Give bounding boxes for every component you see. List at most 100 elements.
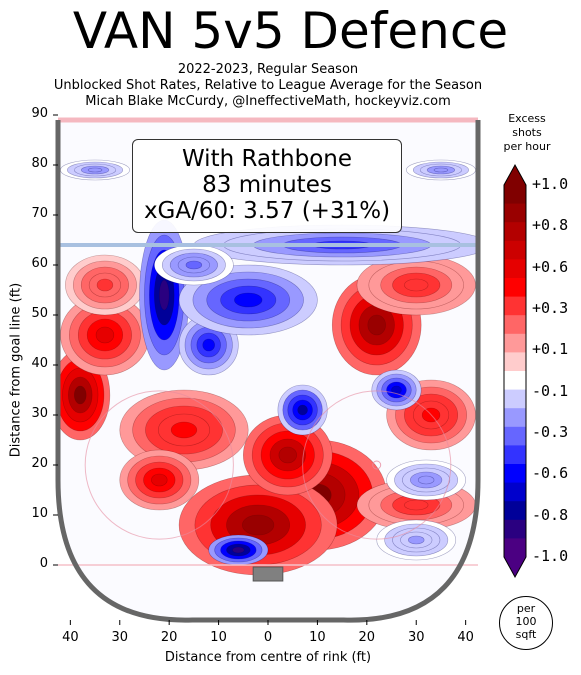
legend-title-line: per hour [503, 140, 551, 153]
y-tick-label: 30 [31, 406, 48, 421]
heat-contour [170, 421, 198, 439]
legend-tick-label: -0.6 [532, 464, 569, 483]
x-tick-label: 30 [407, 630, 425, 645]
heat-contour [367, 314, 386, 336]
x-tick-label: 30 [111, 630, 129, 645]
legend-title-line: shots [512, 126, 542, 139]
legend-title: Excess shots per hour [502, 112, 552, 154]
heat-blob [65, 254, 145, 316]
heat-contour [391, 385, 402, 395]
heat-blob [356, 254, 476, 316]
colorbar-swatch [504, 315, 526, 335]
unit-line: sqft [515, 628, 537, 641]
colorbar-swatch [504, 185, 526, 205]
y-tick-label: 80 [31, 156, 48, 171]
x-tick-label: 20 [160, 630, 178, 645]
heat-contour [202, 338, 215, 352]
y-tick-label: 60 [31, 256, 48, 271]
x-tick-label: 40 [457, 630, 474, 645]
legend-tick-label: -0.3 [532, 423, 569, 441]
heat-layer [58, 159, 478, 576]
colorbar-outline [503, 163, 527, 579]
heat-contour [404, 499, 429, 511]
heat-contour [74, 385, 87, 405]
colorbar-swatch [504, 426, 526, 446]
legend-tick-label: +0.8 [532, 216, 569, 235]
colorbar-swatch [504, 222, 526, 242]
heat-blob [277, 384, 328, 436]
colorbar-swatch [504, 482, 526, 502]
annotation-player: With Rathbone [181, 146, 353, 172]
heat-blob [119, 449, 200, 511]
heat-blob [376, 519, 457, 561]
player-annotation: With Rathbone 83 minutes xGA/60: 3.57 (+… [132, 139, 402, 233]
x-tick-label: 20 [358, 630, 376, 645]
heat-blob [242, 414, 333, 496]
heat-contour [185, 260, 203, 270]
unit-line: per [516, 602, 536, 615]
colorbar-swatch [504, 259, 526, 279]
annotation-minutes: 83 minutes [202, 172, 332, 198]
faceoff-circle [84, 390, 234, 540]
heat-blob [331, 274, 422, 376]
colorbar-swatch [504, 538, 526, 558]
annotation-xga: xGA/60: 3.57 (+31%) [143, 198, 391, 224]
colorbar-swatch [504, 296, 526, 316]
subtitle-season: 2022-2023, Regular Season [177, 62, 359, 77]
legend-tick-label: +0.3 [532, 299, 569, 317]
y-tick-label: 40 [31, 356, 48, 371]
heat-blob [386, 459, 466, 501]
heat-blob [154, 244, 234, 286]
goal-net [252, 566, 284, 582]
heat-blob [406, 159, 476, 181]
legend-title-line: Excess [508, 112, 546, 125]
unit-badge: per 100 sqft [499, 596, 553, 650]
y-tick-label: 20 [31, 456, 48, 471]
x-tick-label: 40 [62, 630, 79, 645]
heat-blob [60, 159, 130, 181]
y-tick-label: 70 [31, 206, 48, 221]
faceoff-circle [302, 390, 452, 540]
heat-contour [151, 473, 168, 487]
chart-title: VAN 5v5 Defence [72, 2, 509, 60]
heat-contour [95, 326, 115, 344]
heat-contour [297, 404, 308, 416]
y-tick-label: 90 [31, 106, 48, 121]
faceoff-dot [372, 460, 382, 470]
colorbar-max-arrow [504, 165, 526, 185]
colorbar [503, 163, 527, 579]
colorbar-swatch [504, 240, 526, 260]
colorbar-swatch [504, 464, 526, 484]
axes [53, 114, 467, 625]
colorbar-swatch [504, 501, 526, 521]
heat-contour [404, 278, 429, 292]
heat-contour [158, 279, 170, 311]
colorbar-swatch [504, 408, 526, 428]
x-tick-label: 10 [210, 630, 227, 645]
legend-tick-label: -1.0 [532, 547, 569, 565]
legend-tick-label: +1.0 [532, 175, 569, 193]
legend-tick-label: -0.8 [532, 505, 569, 524]
heat-contour [417, 475, 435, 485]
y-tick-label: 50 [31, 306, 48, 321]
heat-contour [96, 278, 114, 292]
heat-blob [208, 534, 269, 566]
heat-blob [119, 389, 249, 471]
colorbar-swatch [504, 333, 526, 353]
heat-contour [433, 167, 449, 173]
y-tick-label: 10 [31, 506, 48, 521]
subtitle-description: Unblocked Shot Rates, Relative to League… [53, 78, 483, 93]
heat-contour [234, 292, 263, 308]
x-axis-label: Distance from centre of rink (ft) [164, 650, 372, 665]
x-tick-label: 0 [263, 630, 273, 645]
colorbar-min-arrow [504, 557, 526, 577]
colorbar-swatch [504, 371, 526, 391]
legend-tick-label: +0.1 [532, 340, 569, 359]
heat-contour [408, 535, 425, 545]
heat-contour [232, 546, 245, 554]
heat-blob [178, 264, 318, 336]
colorbar-swatch [504, 352, 526, 372]
heat-contour [242, 514, 275, 536]
legend-tick-label: +0.6 [532, 257, 569, 276]
